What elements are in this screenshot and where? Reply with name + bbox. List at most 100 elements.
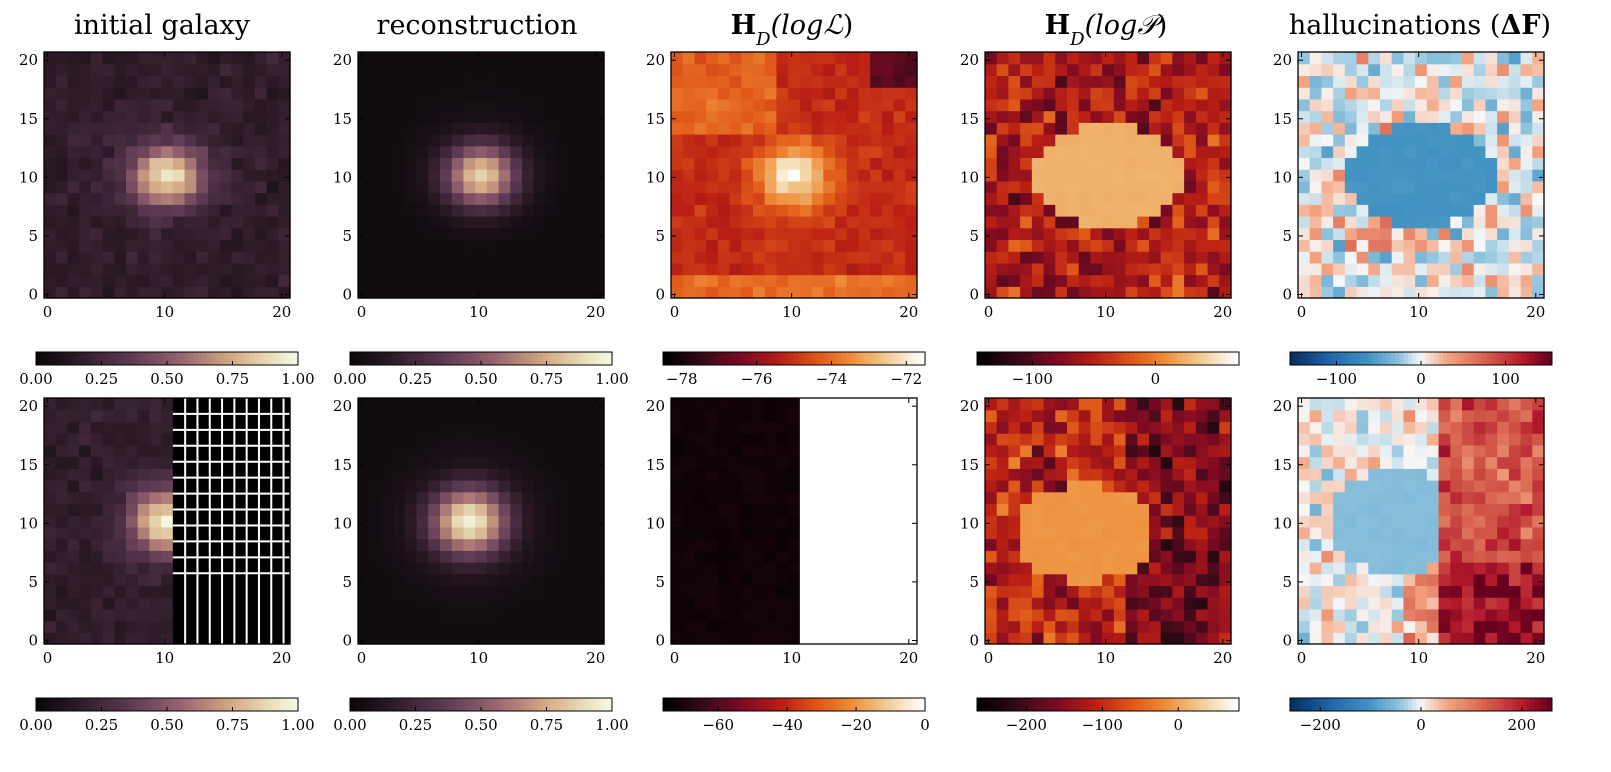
heatmap-cell: [846, 632, 860, 645]
heatmap-cell: [1067, 63, 1080, 77]
colorbar: 0.00 0.25 0.50 0.75 1.00: [19, 351, 315, 388]
heatmap-cell: [1368, 75, 1381, 88]
heatmap-cell: [404, 433, 418, 446]
heatmap-cell: [149, 491, 162, 505]
heatmap-cell: [1368, 227, 1381, 241]
heatmap-cell: [1391, 157, 1405, 170]
heatmap-cell: [1195, 134, 1209, 147]
heatmap-cell: [905, 145, 918, 159]
heatmap-cell: [1090, 216, 1103, 229]
heatmap-cell: [1462, 98, 1475, 112]
heatmap-cell: [1485, 180, 1498, 194]
heatmap-cell: [996, 87, 1010, 100]
heatmap-cell: [44, 192, 57, 205]
colorbar-swatch: [49, 698, 54, 711]
heatmap-cell: [149, 145, 162, 159]
heatmap-cell: [823, 526, 836, 540]
heatmap-cell: [416, 204, 429, 217]
heatmap-cell: [846, 63, 860, 77]
heatmap-cell: [694, 52, 707, 65]
colorbar-swatch: [1025, 698, 1030, 711]
heatmap-cell: [580, 503, 593, 516]
heatmap-cell: [126, 63, 139, 77]
heatmap-cell: [1380, 75, 1393, 88]
heatmap-cell: [753, 110, 766, 123]
heatmap-cell: [1160, 585, 1174, 598]
colorbar-tick-label: 100: [1491, 370, 1520, 388]
heatmap-cell: [799, 134, 813, 147]
heatmap-cell: [753, 573, 766, 587]
heatmap-cell: [835, 134, 848, 147]
heatmap-cell: [870, 491, 883, 505]
column-title-4: HD(log𝒫): [1045, 10, 1168, 50]
heatmap-cell: [381, 98, 394, 112]
y-tick-label: 20: [19, 51, 38, 69]
heatmap-cell: [533, 632, 547, 645]
heatmap-cell: [404, 145, 418, 159]
heatmap-cell: [219, 180, 233, 194]
heatmap-cell: [278, 87, 291, 100]
heatmap-cell: [1055, 632, 1068, 645]
heatmap-cell: [1450, 192, 1463, 205]
heatmap-cell: [137, 632, 151, 645]
heatmap-cell: [266, 274, 279, 287]
heatmap-cell: [1219, 456, 1232, 469]
heatmap-cell: [870, 145, 883, 159]
heatmap-cell: [1403, 239, 1416, 252]
heatmap-cell: [753, 526, 766, 540]
heatmap-cell: [1462, 180, 1475, 194]
heatmap-cell: [1008, 192, 1021, 205]
heatmap-cell: [475, 491, 488, 505]
heatmap-cell: [90, 204, 104, 217]
heatmap-cell: [369, 597, 383, 610]
heatmap-cell: [996, 433, 1010, 446]
heatmap-cell: [114, 122, 127, 135]
heatmap-cell: [393, 157, 406, 170]
heatmap-cell: [694, 585, 707, 598]
heatmap-cell: [764, 110, 778, 123]
heatmap-cell: [463, 87, 476, 100]
heatmap-cell: [1078, 398, 1092, 411]
heatmap-cell: [533, 526, 547, 540]
heatmap-cell: [55, 409, 69, 423]
colorbar-swatch: [446, 352, 451, 365]
heatmap-cell: [1309, 110, 1323, 123]
heatmap-cell: [114, 145, 127, 159]
heatmap-cell: [1380, 585, 1393, 598]
heatmap-cell: [208, 110, 221, 123]
heatmap-cell: [545, 573, 558, 587]
colorbar-swatch: [1142, 352, 1148, 365]
heatmap-cell: [753, 216, 766, 229]
y-tick-label: 20: [333, 51, 352, 69]
colorbar-swatch: [868, 698, 874, 711]
colorbar-swatch: [70, 352, 76, 365]
heatmap-cell: [486, 145, 500, 159]
heatmap-cell: [231, 87, 244, 100]
heatmap-cell: [1462, 169, 1475, 182]
heatmap-cell: [1149, 145, 1162, 159]
colorbar-swatch: [1103, 698, 1109, 711]
heatmap-cell: [67, 573, 80, 587]
heatmap-cell: [149, 468, 162, 481]
heatmap-cell: [811, 444, 824, 458]
heatmap-cell: [404, 480, 418, 493]
heatmap-cell: [1031, 503, 1045, 516]
heatmap-cell: [741, 456, 754, 469]
heatmap-cell: [870, 573, 883, 587]
colorbar-swatch: [1199, 698, 1205, 711]
colorbar-swatch: [1077, 698, 1083, 711]
heatmap-cell: [1195, 433, 1209, 446]
heatmap-cell: [835, 632, 848, 645]
heatmap-cell: [381, 538, 394, 551]
heatmap-cell: [486, 75, 500, 88]
heatmap-cell: [893, 180, 906, 194]
heatmap-cell: [671, 98, 684, 112]
heatmap-cell: [1333, 157, 1346, 170]
heatmap-cell: [1321, 251, 1334, 264]
heatmap-cell: [161, 562, 174, 575]
heatmap-cell: [1344, 110, 1358, 123]
heatmap-cell: [137, 550, 151, 563]
heatmap-cell: [1137, 597, 1150, 610]
heatmap-cell: [1426, 620, 1440, 633]
heatmap-cell: [729, 608, 742, 622]
